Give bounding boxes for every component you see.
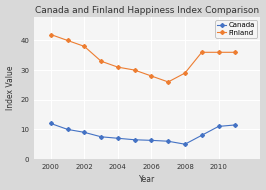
Canada [167,140,170,142]
Finland [99,60,103,62]
Canada [66,128,69,131]
Canada [99,136,103,138]
Finland [183,72,186,74]
Line: Canada: Canada [49,122,237,146]
Finland [83,45,86,48]
Canada [133,139,136,141]
Y-axis label: Index Value: Index Value [6,66,15,110]
Finland [217,51,220,53]
Finland [234,51,237,53]
Title: Canada and Finland Happiness Index Comparison: Canada and Finland Happiness Index Compa… [35,6,259,15]
Finland [116,66,119,68]
Finland [150,75,153,77]
Line: Finland: Finland [49,33,237,83]
Canada [200,134,203,136]
Finland [167,81,170,83]
Canada [150,139,153,142]
Legend: Canada, Finland: Canada, Finland [215,20,257,38]
Finland [49,33,52,36]
Canada [217,125,220,127]
Canada [83,131,86,134]
Canada [49,122,52,125]
Finland [133,69,136,71]
X-axis label: Year: Year [139,175,155,184]
Finland [200,51,203,53]
Canada [116,137,119,139]
Canada [234,124,237,126]
Finland [66,39,69,42]
Canada [183,143,186,145]
